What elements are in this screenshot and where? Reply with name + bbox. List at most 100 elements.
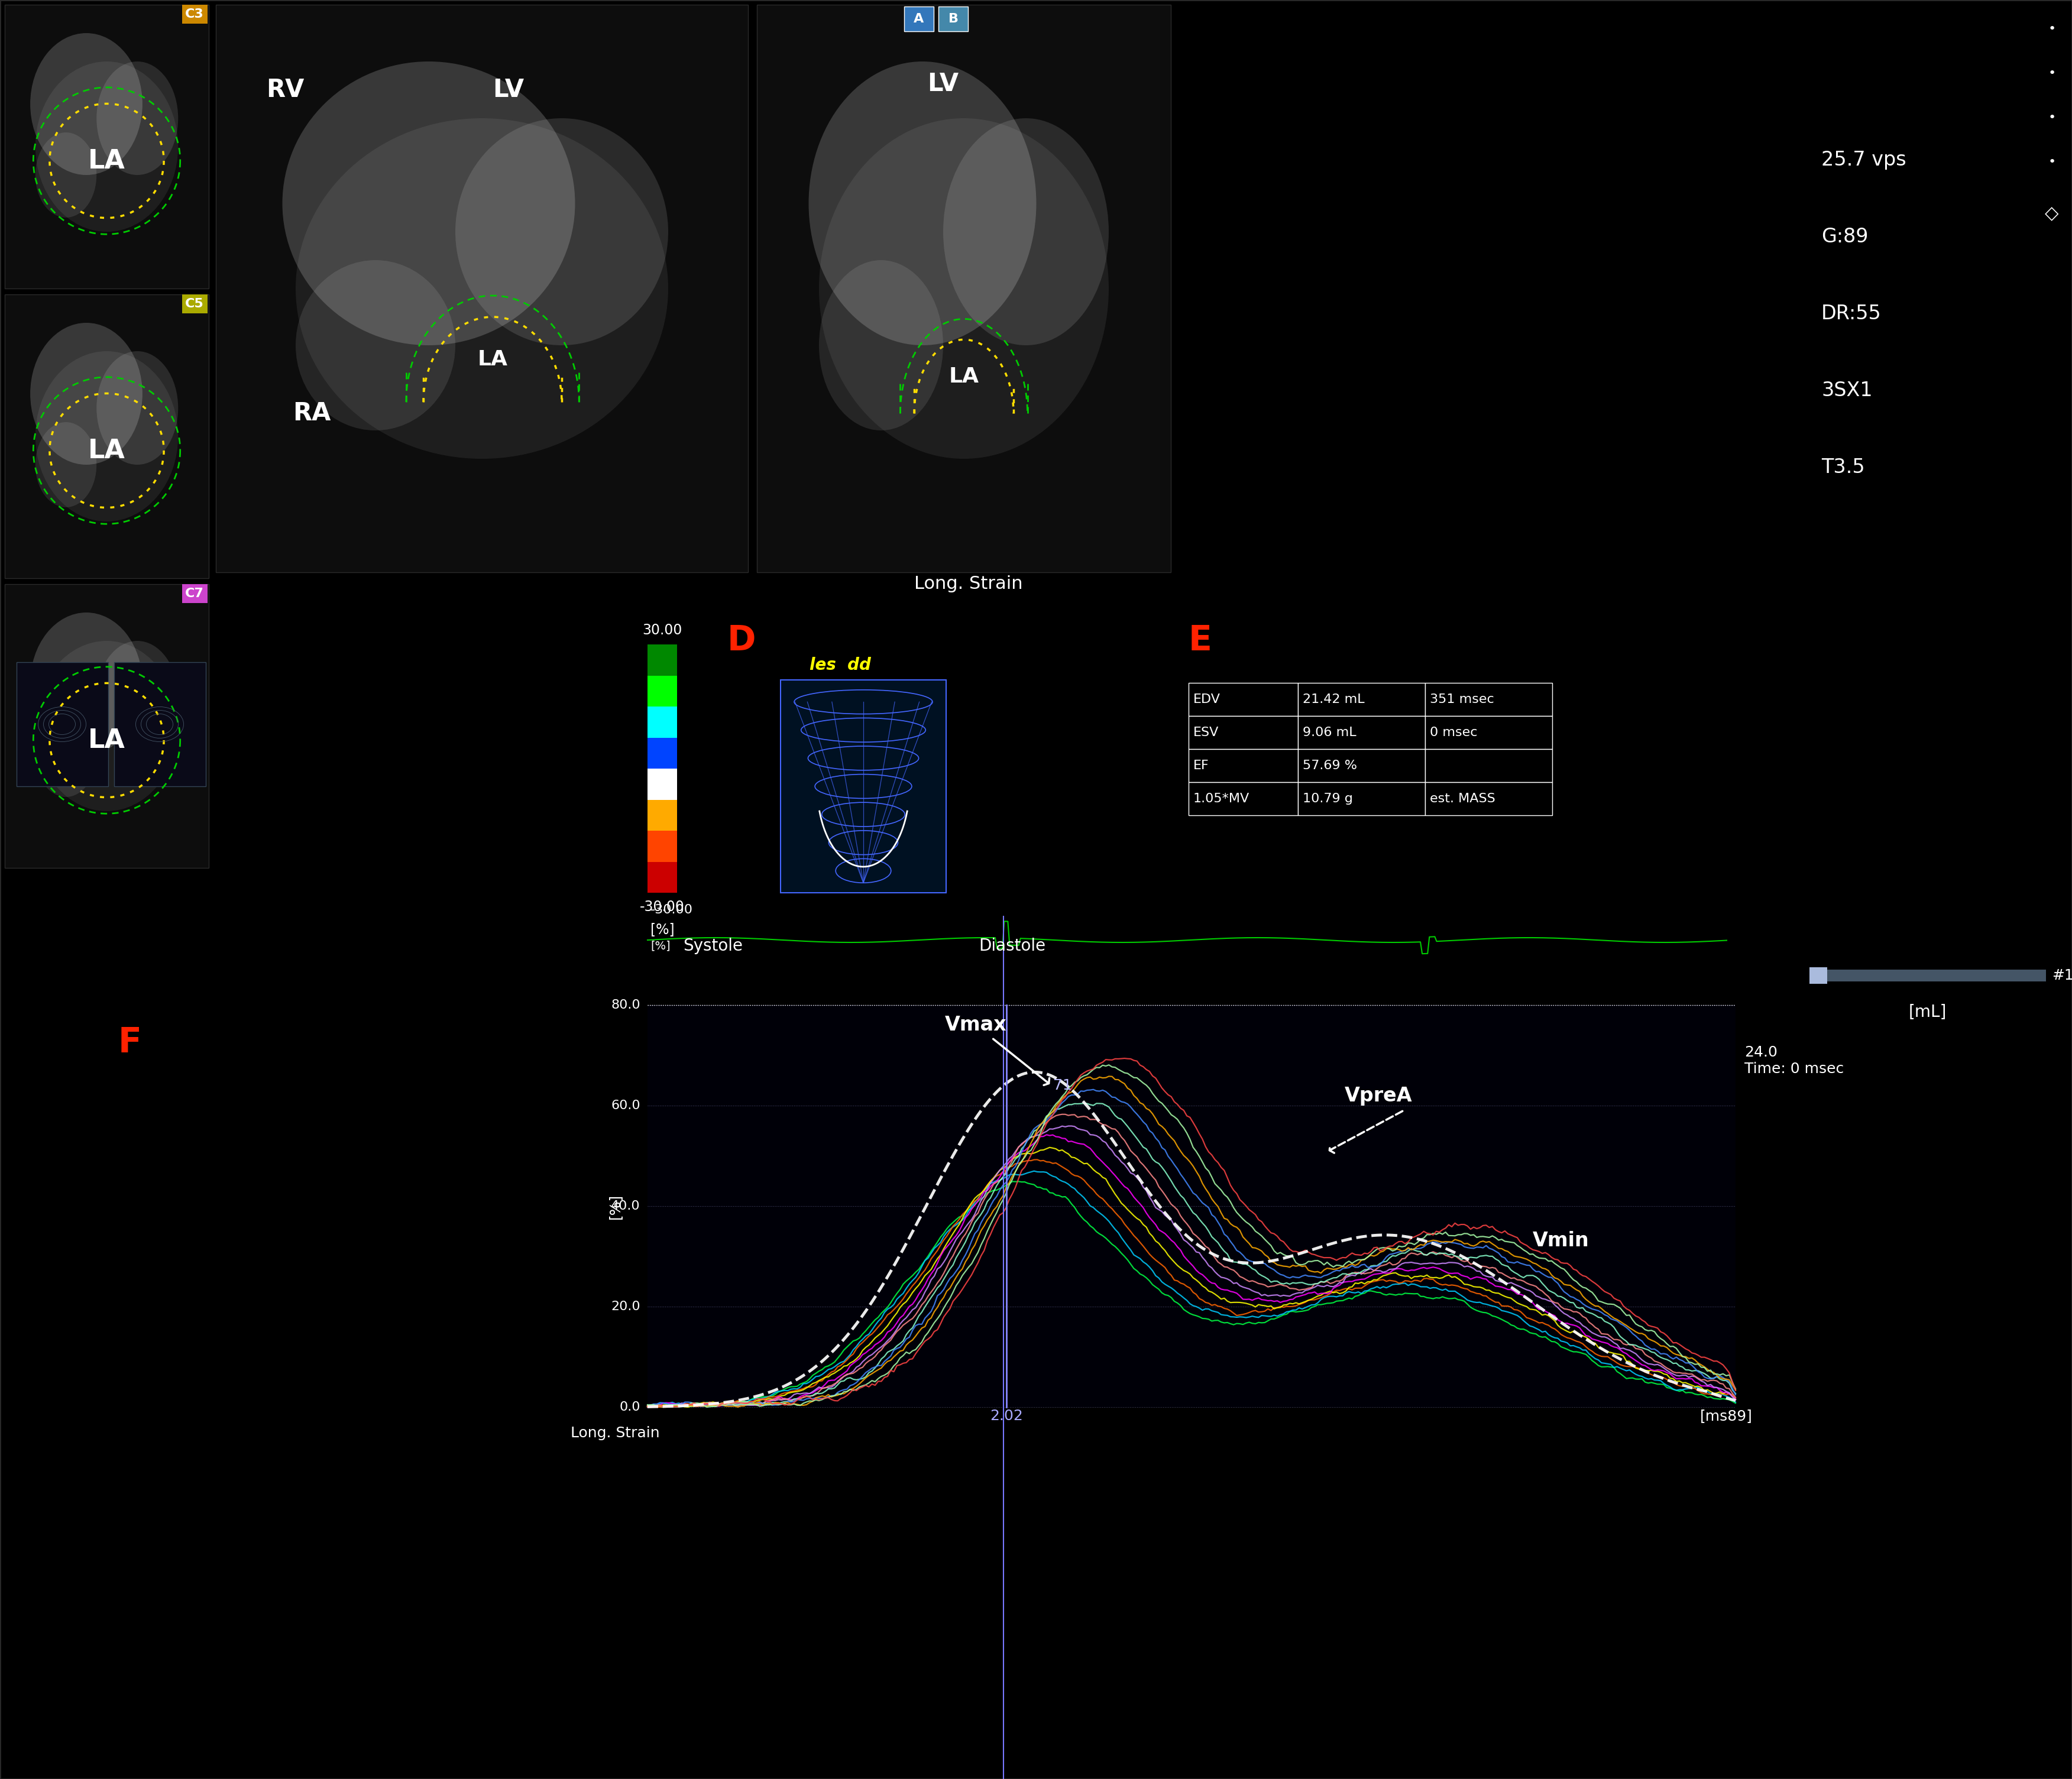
Bar (1189, 749, 1297, 783)
Text: 71: 71 (1053, 1078, 1071, 1092)
Text: •: • (2047, 112, 2055, 123)
Bar (215, 5, 748, 573)
Text: 80.0: 80.0 (611, 1000, 640, 1010)
Text: [mL]: [mL] (1908, 1003, 1948, 1021)
Text: •: • (2047, 23, 2055, 36)
Text: [%]: [%] (651, 922, 673, 936)
Ellipse shape (296, 117, 667, 459)
Text: A: A (914, 12, 924, 25)
Text: Vmin: Vmin (1533, 1231, 1589, 1251)
Text: C3: C3 (184, 9, 203, 20)
Text: 3SX1: 3SX1 (1821, 381, 1873, 400)
Bar (1189, 683, 1297, 715)
Bar (1189, 715, 1297, 749)
Text: LA: LA (89, 438, 124, 463)
Bar (646, 738, 678, 769)
Ellipse shape (35, 422, 97, 507)
Ellipse shape (35, 712, 97, 797)
Text: 25.7 vps: 25.7 vps (1821, 149, 1906, 169)
Text: 2.02: 2.02 (990, 1409, 1024, 1423)
Ellipse shape (818, 260, 943, 431)
Text: Long. Strain: Long. Strain (914, 575, 1024, 592)
Text: VpreA: VpreA (1345, 1087, 1413, 1105)
Bar (4, 584, 209, 868)
Ellipse shape (35, 62, 178, 231)
Bar (1426, 749, 1552, 783)
Ellipse shape (282, 62, 576, 345)
Text: 20.0: 20.0 (611, 1300, 640, 1313)
Bar (1426, 715, 1552, 749)
Bar (1297, 715, 1426, 749)
Text: [%]: [%] (607, 1194, 622, 1219)
Text: LA: LA (477, 349, 508, 370)
Text: ESV: ESV (1193, 726, 1218, 738)
Text: 351 msec: 351 msec (1430, 694, 1494, 704)
Ellipse shape (943, 117, 1109, 345)
Ellipse shape (31, 322, 143, 464)
Text: •: • (2047, 68, 2055, 80)
Text: 30.00: 30.00 (642, 623, 682, 637)
Text: 60.0: 60.0 (611, 1099, 640, 1112)
Text: -30.00: -30.00 (651, 904, 692, 916)
Text: C5: C5 (184, 297, 203, 310)
Text: 21.42 mL: 21.42 mL (1303, 694, 1365, 704)
Text: Vmax: Vmax (945, 1014, 1007, 1034)
Text: ◇: ◇ (2045, 205, 2060, 222)
Text: 40.0: 40.0 (611, 1201, 640, 1211)
Text: 0.0: 0.0 (620, 1402, 640, 1413)
Ellipse shape (808, 62, 1036, 345)
Text: LV: LV (928, 71, 959, 96)
Bar (1189, 783, 1297, 815)
Text: DR:55: DR:55 (1821, 304, 1881, 324)
Text: 57.69 %: 57.69 % (1303, 760, 1357, 772)
FancyBboxPatch shape (903, 7, 934, 32)
Bar (646, 706, 678, 738)
Text: LA: LA (89, 728, 124, 753)
Text: 10.79 g: 10.79 g (1303, 793, 1353, 804)
Text: LV: LV (493, 78, 524, 101)
Bar (17, 662, 108, 786)
Text: Diastole: Diastole (978, 938, 1046, 954)
Bar (1297, 783, 1426, 815)
Bar (756, 5, 1171, 573)
Bar (1809, 968, 1828, 984)
Bar (646, 644, 678, 676)
Ellipse shape (35, 350, 178, 521)
Ellipse shape (97, 62, 178, 174)
Bar (4, 295, 209, 578)
Text: 0 msec: 0 msec (1430, 726, 1477, 738)
Bar (646, 799, 678, 831)
Ellipse shape (31, 34, 143, 174)
Text: Systole: Systole (684, 938, 742, 954)
Bar (781, 680, 947, 893)
Text: EDV: EDV (1193, 694, 1220, 704)
Text: •: • (2047, 157, 2055, 167)
Text: -30.00: -30.00 (640, 900, 684, 914)
Text: E: E (1189, 624, 1212, 658)
Bar (646, 769, 678, 799)
Ellipse shape (456, 117, 667, 345)
Text: 24.0
Time: 0 msec: 24.0 Time: 0 msec (1745, 1046, 1844, 1076)
Text: #1493: #1493 (2051, 968, 2072, 982)
Bar (4, 5, 209, 288)
Bar (1297, 749, 1426, 783)
Text: F: F (118, 1026, 141, 1060)
Text: RA: RA (292, 400, 332, 425)
Text: G:89: G:89 (1821, 228, 1869, 247)
Bar (114, 662, 205, 786)
Bar (1426, 683, 1552, 715)
Ellipse shape (31, 612, 143, 754)
Bar (646, 861, 678, 893)
Bar (1426, 783, 1552, 815)
Bar (1809, 970, 2045, 982)
Text: est. MASS: est. MASS (1430, 793, 1496, 804)
Text: les  dd: les dd (810, 656, 870, 672)
Ellipse shape (818, 117, 1109, 459)
Bar (646, 676, 678, 706)
Ellipse shape (97, 350, 178, 464)
Text: EF: EF (1193, 760, 1210, 772)
Ellipse shape (296, 260, 456, 431)
Text: [%]: [%] (651, 939, 671, 952)
Text: B: B (949, 12, 957, 25)
Ellipse shape (97, 640, 178, 754)
